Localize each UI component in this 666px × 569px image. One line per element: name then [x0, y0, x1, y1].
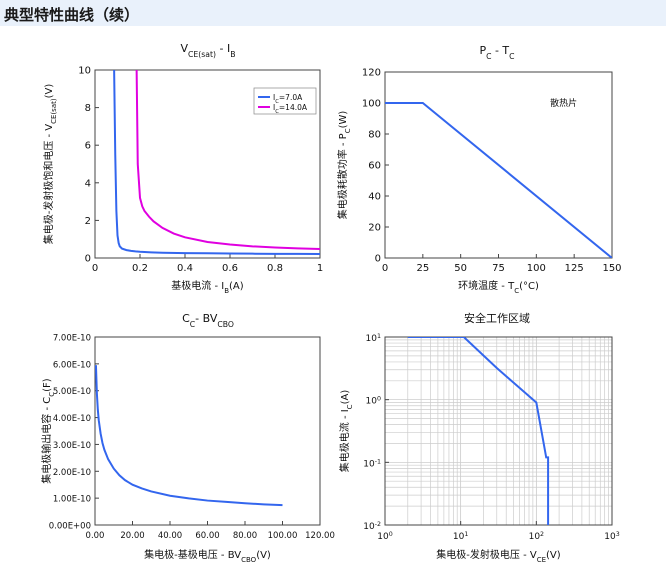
x-tick-label: 125	[565, 263, 584, 274]
chart1-legend-box	[253, 87, 317, 115]
legend-label: IC=7.0A	[273, 93, 303, 105]
chart1-x-axis-label: 基极电流 - IB(A)	[171, 279, 243, 295]
chart3-title: CC- BVCBO	[182, 312, 234, 329]
legend-label: IC=14.0A	[273, 103, 308, 115]
y-tick-label: 100	[366, 395, 381, 407]
x-tick-label: 100	[527, 263, 546, 274]
chart4-title: 安全工作区域	[464, 311, 530, 325]
x-tick-label: 120.00	[305, 531, 335, 541]
chart3-frame	[94, 336, 321, 526]
y-tick-label: 4.00E-10	[53, 414, 91, 424]
x-tick-label: 0	[92, 263, 98, 274]
x-tick-label: 40.00	[158, 531, 182, 541]
x-tick-label: 0.2	[132, 263, 148, 274]
y-tick-label: 5.00E-10	[53, 387, 91, 397]
y-tick-label: 60	[368, 161, 381, 172]
section-header-bar: 典型特性曲线（续）	[0, 0, 666, 26]
chart2-annotation: 散热片	[550, 97, 577, 109]
chart2-y-axis-label: 集电极耗散功率 - PC(W)	[336, 111, 352, 220]
x-tick-label: 0	[382, 263, 388, 274]
chart1-series-2-line	[135, 70, 320, 250]
y-tick-label: 1.00E-10	[53, 495, 91, 505]
chart4-frame	[384, 336, 613, 526]
y-tick-label: 2	[85, 216, 91, 227]
x-tick-label: 60.00	[195, 531, 219, 541]
chart3-x-axis-label: 集电极-基极电压 - BVCBO(V)	[144, 548, 271, 564]
chart2-title: PC - TC	[479, 44, 514, 61]
chart1-y-axis-label: 集电极-发射极饱和电压 - VCE(sat)(V)	[42, 84, 58, 245]
y-tick-label: 80	[368, 130, 381, 141]
chart1-title: VCE(sat) - IB	[181, 42, 236, 59]
chart1-frame	[94, 69, 321, 259]
y-tick-label: 10-2	[363, 521, 381, 533]
chart4-x-axis-label: 集电极-发射极电压 - VCE(V)	[436, 548, 560, 564]
y-tick-label: 8	[85, 103, 91, 114]
x-tick-label: 1	[317, 263, 323, 274]
x-tick-label: 0.6	[222, 263, 238, 274]
y-tick-label: 4	[85, 178, 91, 189]
x-tick-label: 50	[454, 263, 467, 274]
x-tick-label: 75	[492, 263, 505, 274]
x-tick-label: 0.00	[86, 531, 105, 541]
y-tick-label: 2.00E-10	[53, 468, 91, 478]
x-tick-label: 25	[416, 263, 429, 274]
x-tick-label: 80.00	[233, 531, 257, 541]
y-tick-label: 120	[362, 68, 381, 79]
chart3-y-axis-label: 集电极输出电容 - CC(F)	[40, 378, 56, 483]
chart2-x-axis-label: 环境温度 - TC(°C)	[458, 279, 539, 295]
x-tick-label: 0.4	[177, 263, 193, 274]
y-tick-label: 0	[375, 254, 381, 265]
chart2-series-1-line	[385, 102, 612, 258]
y-tick-label: 40	[368, 192, 381, 203]
x-tick-label: 100.00	[268, 531, 298, 541]
x-tick-label: 100	[377, 531, 392, 543]
y-tick-label: 101	[366, 333, 381, 345]
y-tick-label: 100	[362, 99, 381, 110]
x-tick-label: 103	[604, 531, 619, 543]
chart4-grid	[384, 336, 613, 526]
chart3-series-1-line	[95, 365, 283, 507]
y-tick-label: 10-1	[363, 458, 381, 470]
y-tick-label: 10	[78, 66, 91, 77]
x-tick-label: 102	[529, 531, 544, 543]
y-tick-label: 6.00E-10	[53, 360, 91, 370]
chart1-series-1-line	[113, 70, 320, 256]
y-tick-label: 20	[368, 223, 381, 234]
x-tick-label: 20.00	[120, 531, 144, 541]
x-tick-label: 101	[453, 531, 468, 543]
y-tick-label: 7.00E-10	[53, 334, 91, 344]
x-tick-label: 0.8	[267, 263, 283, 274]
x-tick-label: 150	[602, 263, 621, 274]
chart4-series-1-line	[407, 337, 550, 525]
chart4-y-axis-label: 集电极电流 - IC(A)	[338, 390, 354, 473]
y-tick-label: 3.00E-10	[53, 441, 91, 451]
y-tick-label: 6	[85, 141, 91, 152]
section-title: 典型特性曲线（续）	[4, 6, 140, 24]
y-tick-label: 0	[85, 254, 91, 265]
y-tick-label: 0.00E+00	[49, 522, 91, 532]
